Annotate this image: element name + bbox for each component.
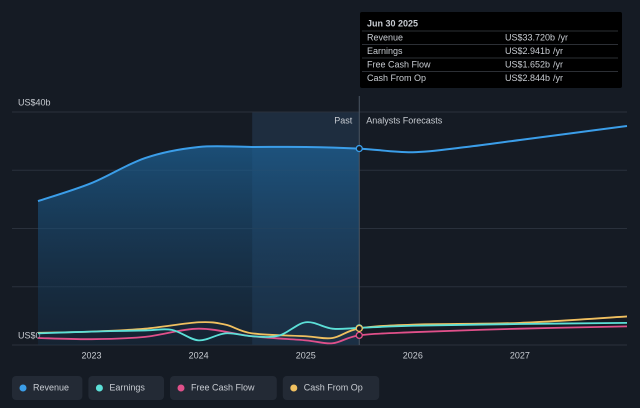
x-tick-label: 2023 bbox=[82, 350, 102, 360]
tooltip-unit: /yr bbox=[558, 32, 568, 42]
point-marker bbox=[355, 324, 363, 333]
legend-label[interactable]: Earnings bbox=[109, 382, 145, 392]
legend-swatch bbox=[290, 384, 298, 392]
x-tick-label: 2027 bbox=[510, 350, 530, 360]
legend-button[interactable] bbox=[282, 376, 380, 400]
x-tick-label: 2024 bbox=[189, 350, 209, 360]
tooltip-value: US$33.720b bbox=[505, 32, 555, 42]
legend-item[interactable]: Free Cash Flow bbox=[170, 376, 277, 400]
tooltip-unit: /yr bbox=[553, 73, 563, 83]
tooltip-value: US$2.844b bbox=[505, 73, 550, 83]
legend-label[interactable]: Revenue bbox=[33, 382, 69, 392]
x-tick-label: 2025 bbox=[296, 350, 316, 360]
series-line bbox=[37, 325, 628, 345]
tooltip-title: Jun 30 2025 bbox=[367, 18, 418, 28]
tooltip-value: US$1.652b bbox=[505, 59, 550, 69]
tooltip-label: Earnings bbox=[367, 46, 403, 56]
legend-item[interactable]: Earnings bbox=[88, 376, 164, 400]
tooltip-unit: /yr bbox=[553, 59, 563, 69]
legend-button[interactable] bbox=[12, 376, 83, 400]
legend-button[interactable] bbox=[170, 376, 277, 400]
series-line bbox=[37, 321, 628, 342]
legend-button[interactable] bbox=[88, 376, 164, 400]
legend-item[interactable]: Revenue bbox=[12, 376, 83, 400]
series-line bbox=[37, 315, 628, 340]
tooltip-value: US$2.941b bbox=[505, 46, 550, 56]
y-tick-label: US$0 bbox=[18, 330, 41, 340]
y-tick-label: US$40b bbox=[18, 97, 51, 107]
legend-swatch bbox=[177, 384, 185, 392]
x-tick-label: 2026 bbox=[403, 350, 423, 360]
tooltip: Jun 30 2025 Revenue US$33.720b/yr Earnings U… bbox=[360, 12, 622, 88]
legend-label[interactable]: Free Cash Flow bbox=[191, 382, 255, 392]
tooltip-label: Revenue bbox=[367, 32, 403, 42]
forecast-label: Analysts Forecasts bbox=[366, 115, 443, 125]
tooltip-label: Free Cash Flow bbox=[367, 59, 431, 69]
legend-swatch bbox=[19, 384, 27, 392]
tooltip-label: Cash From Op bbox=[367, 73, 426, 83]
point-marker bbox=[355, 331, 363, 340]
past-label: Past bbox=[334, 115, 353, 125]
legend-item[interactable]: Cash From Op bbox=[282, 376, 380, 400]
revenue-area bbox=[38, 146, 360, 345]
legend-label[interactable]: Cash From Op bbox=[304, 382, 363, 392]
legend-swatch bbox=[95, 384, 103, 392]
tooltip-unit: /yr bbox=[553, 46, 563, 56]
series-line bbox=[37, 124, 628, 203]
point-marker bbox=[355, 144, 363, 153]
